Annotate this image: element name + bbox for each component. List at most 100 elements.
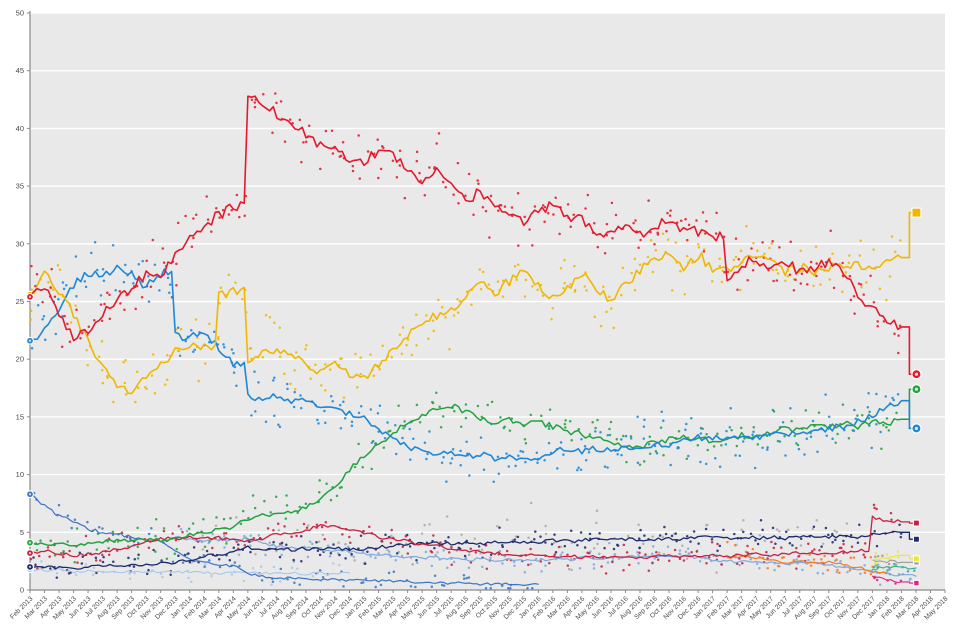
data-point (505, 549, 509, 553)
data-point (540, 414, 543, 417)
data-point (773, 568, 776, 572)
data-point (293, 390, 296, 394)
data-point (278, 580, 282, 583)
data-point (464, 403, 468, 406)
data-point (896, 393, 900, 396)
data-point (394, 452, 398, 456)
data-point (428, 430, 431, 433)
data-point (838, 546, 842, 550)
data-point (598, 552, 601, 556)
data-point (821, 572, 825, 575)
data-point (456, 297, 459, 301)
data-point (776, 564, 780, 568)
data-point (647, 442, 651, 446)
data-point (765, 550, 768, 554)
data-point (863, 571, 867, 575)
data-point (594, 430, 597, 433)
data-point (387, 550, 391, 553)
data-point (340, 486, 343, 489)
data-point (819, 283, 822, 286)
data-point (758, 566, 761, 570)
data-point (295, 534, 298, 538)
data-point (608, 433, 612, 437)
data-point (608, 541, 611, 545)
data-point (770, 242, 773, 245)
data-point (324, 421, 327, 425)
data-point (316, 549, 320, 553)
data-point (621, 266, 625, 270)
data-point (299, 394, 302, 397)
data-point (649, 239, 653, 242)
data-point (57, 503, 61, 507)
data-point (315, 541, 318, 544)
start-marker-center (28, 339, 32, 342)
data-point (696, 443, 700, 447)
data-point (338, 563, 341, 567)
data-point (29, 318, 32, 321)
data-point (892, 398, 895, 402)
data-point (362, 529, 365, 533)
data-point (292, 405, 296, 409)
data-point (592, 567, 596, 570)
data-point (535, 451, 539, 455)
data-point (136, 545, 140, 548)
data-point (469, 547, 472, 551)
data-point (62, 287, 66, 291)
data-point (252, 536, 256, 540)
series-SC-blue-line (29, 493, 539, 586)
data-point (876, 563, 880, 566)
data-point (588, 532, 592, 536)
data-point (391, 159, 395, 163)
data-point (376, 138, 379, 141)
data-point (716, 542, 719, 546)
data-point (818, 548, 821, 552)
data-point (772, 279, 775, 283)
data-point (849, 533, 853, 537)
series-LN-green-line (29, 388, 918, 547)
data-point (674, 241, 678, 244)
data-point (59, 552, 63, 555)
data-point (684, 428, 687, 432)
end-marker-CP-magenta (913, 579, 920, 587)
data-point (179, 528, 183, 531)
data-point (135, 370, 139, 374)
data-point (428, 166, 431, 169)
data-point (577, 466, 580, 469)
data-point (894, 582, 897, 585)
data-point (620, 438, 623, 441)
data-point (272, 540, 275, 544)
data-point (465, 440, 468, 443)
data-point (271, 580, 275, 583)
data-point (179, 327, 183, 331)
data-point (481, 565, 484, 569)
data-point (428, 523, 431, 526)
data-point (595, 521, 598, 525)
data-point (682, 559, 686, 562)
data-point (100, 340, 104, 343)
data-point (887, 429, 891, 432)
data-point (752, 241, 755, 245)
data-point (140, 296, 144, 299)
data-point (176, 326, 180, 329)
data-point (300, 160, 303, 164)
data-point (692, 530, 696, 533)
data-point (705, 432, 708, 436)
data-point (343, 416, 347, 420)
data-point (790, 419, 793, 423)
series-SEL-SI-LeU-crimson-line (29, 515, 918, 560)
y-tick-label: 30 (16, 239, 24, 248)
data-point (496, 280, 500, 283)
data-point (534, 530, 537, 533)
data-point (151, 238, 155, 242)
data-point (616, 453, 619, 456)
data-point (261, 355, 265, 359)
data-point (752, 426, 756, 429)
data-point (340, 357, 343, 360)
data-point (637, 537, 641, 540)
data-point (704, 527, 708, 531)
data-point (540, 570, 543, 573)
data-point (763, 539, 767, 543)
data-point (406, 552, 410, 555)
data-point (821, 542, 825, 546)
data-point (433, 546, 436, 550)
